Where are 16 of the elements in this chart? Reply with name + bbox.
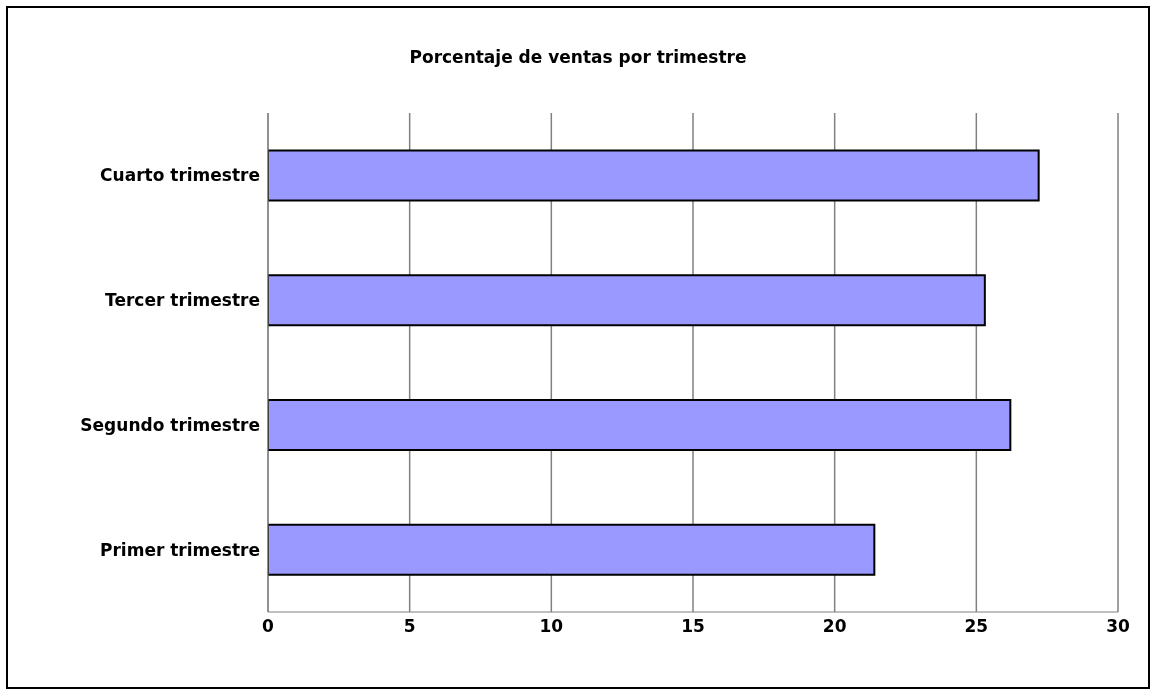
x-tick-label: 15 [681,616,705,637]
bar [268,149,1040,202]
x-tick-label: 10 [539,616,564,637]
x-tick-label: 0 [262,616,275,637]
y-tick-label: Cuarto trimestre [100,165,260,186]
bar [268,523,876,576]
bar [268,274,986,327]
y-tick-label: Tercer trimestre [105,290,260,311]
y-tick-label: Primer trimestre [100,539,260,560]
y-tick-label: Segundo trimestre [80,414,260,435]
bar [268,398,1012,451]
x-tick-label: 20 [822,616,847,637]
chart-title: Porcentaje de ventas por trimestre [408,47,748,67]
x-tick-label: 25 [964,616,989,637]
x-tick-label: 5 [403,616,416,637]
x-tick-label: 30 [1106,616,1130,637]
